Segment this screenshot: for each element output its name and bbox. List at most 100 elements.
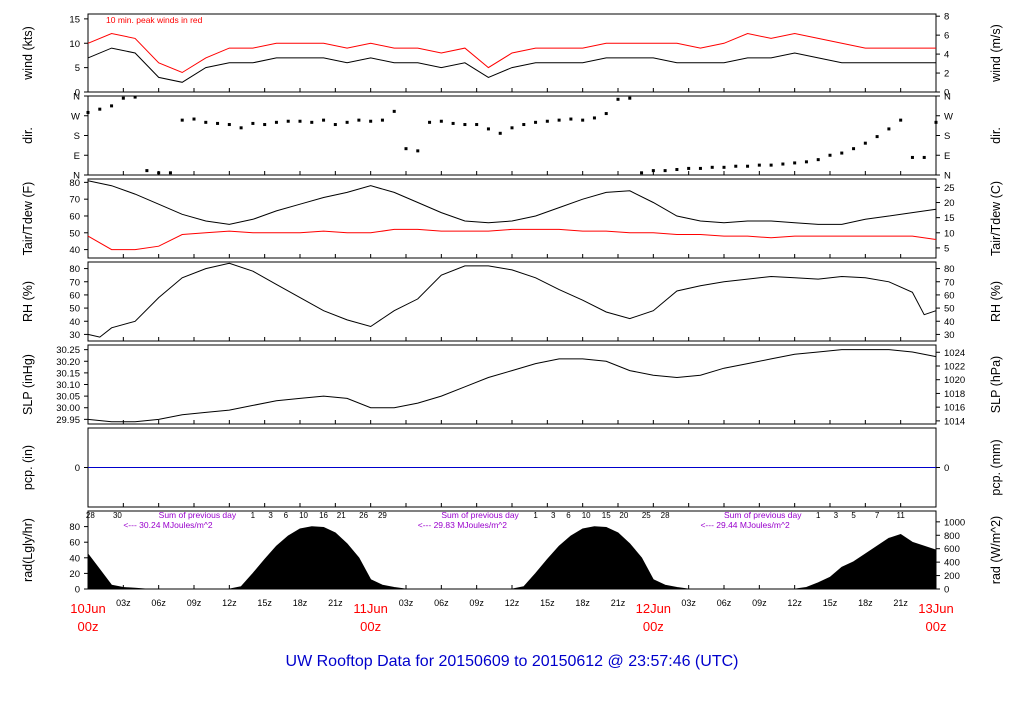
- y-tick-label-right: 600: [944, 544, 960, 555]
- y-tick-label-left: 40: [69, 317, 80, 328]
- y-tick-label-left: 50: [69, 304, 80, 315]
- y-tick-label-right: 20: [944, 198, 955, 209]
- data-point: [204, 120, 208, 124]
- footer-title: UW Rooftop Data for 20150609 to 20150612…: [286, 653, 739, 670]
- y-tick-label-right: 1022: [944, 361, 965, 372]
- x-tick-label: 21z: [893, 598, 908, 608]
- y-tick-label-left: 80: [69, 264, 80, 275]
- radiation-annotation: Sum of previous day: [441, 510, 519, 520]
- y-tick-label-left: 30.25: [56, 345, 80, 356]
- y-axis-label-left: Tair/Tdew (F): [21, 182, 35, 256]
- y-tick-label-left: 70: [69, 195, 80, 206]
- y-axis-label-right: SLP (hPa): [989, 356, 1003, 413]
- radiation-annotation: Sum of previous day: [159, 510, 237, 520]
- data-point: [98, 107, 102, 111]
- y-tick-label-left: 60: [69, 211, 80, 222]
- y-axis-label-right: wind (m/s): [989, 24, 1003, 83]
- data-point: [298, 119, 302, 123]
- date-label-hour: 00z: [926, 619, 947, 634]
- data-point: [510, 126, 514, 130]
- radiation-top-mark: 30: [113, 511, 122, 520]
- y-tick-label-right: 15: [944, 213, 955, 224]
- panel-annotation: 10 min. peak winds in red: [106, 15, 203, 25]
- y-axis-label-left: SLP (inHg): [21, 354, 35, 415]
- x-tick-label: 21z: [328, 598, 343, 608]
- data-point: [910, 155, 914, 159]
- y-tick-label-left: 29.95: [56, 415, 80, 426]
- data-point: [274, 120, 278, 124]
- data-point: [887, 127, 891, 131]
- radiation-top-mark: 10: [299, 511, 308, 520]
- date-label-day: 12Jun: [636, 601, 671, 616]
- radiation-top-mark: 3: [834, 511, 839, 520]
- x-tick-label: 06z: [434, 598, 449, 608]
- data-point: [133, 95, 137, 99]
- x-tick-label: 09z: [187, 598, 202, 608]
- data-point: [192, 117, 196, 121]
- data-point: [628, 96, 632, 100]
- x-tick-label: 12z: [505, 598, 520, 608]
- data-point: [675, 168, 679, 172]
- x-tick-label: 15z: [823, 598, 838, 608]
- y-axis-label-right: Tair/Tdew (C): [989, 181, 1003, 256]
- y-axis-label-right: RH (%): [989, 281, 1003, 322]
- radiation-top-mark: 10: [582, 511, 591, 520]
- data-point: [828, 153, 832, 157]
- data-point: [534, 120, 538, 124]
- data-point: [746, 164, 750, 168]
- y-tick-label-right: W: [944, 111, 953, 122]
- y-tick-label-right: N: [944, 92, 951, 103]
- y-tick-label-left: 40: [69, 553, 80, 564]
- y-tick-label-right: 2: [944, 69, 949, 80]
- series-line-wind-speed: [87, 47, 936, 83]
- data-point: [616, 97, 620, 101]
- data-point: [793, 161, 797, 165]
- data-point: [734, 164, 738, 168]
- panel-pcp: 0 0 pcp. (in) pcp. (mm): [21, 427, 1003, 508]
- data-point: [781, 162, 785, 166]
- data-point: [769, 163, 773, 167]
- y-tick-label-left: 0: [75, 585, 80, 596]
- y-tick-label-left: 30: [69, 330, 80, 341]
- series-wind-direction: [86, 95, 938, 175]
- y-tick-label-left: 10: [69, 39, 80, 50]
- radiation-top-mark: 28: [86, 511, 95, 520]
- data-point: [239, 126, 243, 130]
- data-point: [757, 163, 761, 167]
- y-tick-label-right: 1016: [944, 403, 965, 414]
- radiation-top-mark: 28: [661, 511, 670, 520]
- series-line-Tdew: [87, 228, 937, 251]
- y-tick-label-left: 0: [75, 88, 80, 99]
- data-point: [651, 169, 655, 173]
- data-point: [604, 112, 608, 116]
- y-tick-label-right: 4: [944, 50, 949, 61]
- radiation-top-mark: 20: [619, 511, 628, 520]
- series-area-solar-radiation: [87, 526, 937, 590]
- y-tick-label-left: 30.20: [56, 357, 80, 368]
- data-point: [863, 141, 867, 145]
- data-point: [934, 120, 938, 124]
- x-tick-label: 21z: [611, 598, 626, 608]
- y-tick-label-left: 40: [69, 245, 80, 256]
- data-point: [522, 123, 526, 127]
- y-tick-label-right: 800: [944, 531, 960, 542]
- y-tick-label-right: 30: [944, 330, 955, 341]
- panel-frame: [87, 261, 937, 342]
- data-point: [404, 147, 408, 151]
- date-label-hour: 00z: [78, 619, 99, 634]
- y-tick-label-right: 6: [944, 31, 949, 42]
- radiation-top-mark: 6: [566, 511, 571, 520]
- data-point: [227, 123, 231, 127]
- data-point: [463, 123, 467, 127]
- y-tick-label-right: 0: [944, 585, 949, 596]
- data-point: [286, 119, 290, 123]
- radiation-top-mark: 6: [284, 511, 289, 520]
- x-tick-label: 18z: [575, 598, 590, 608]
- y-tick-label-right: 0: [944, 88, 949, 99]
- y-tick-label-right: 400: [944, 558, 960, 569]
- y-tick-label-left: 30.05: [56, 392, 80, 403]
- y-tick-label-left: 30.00: [56, 403, 80, 414]
